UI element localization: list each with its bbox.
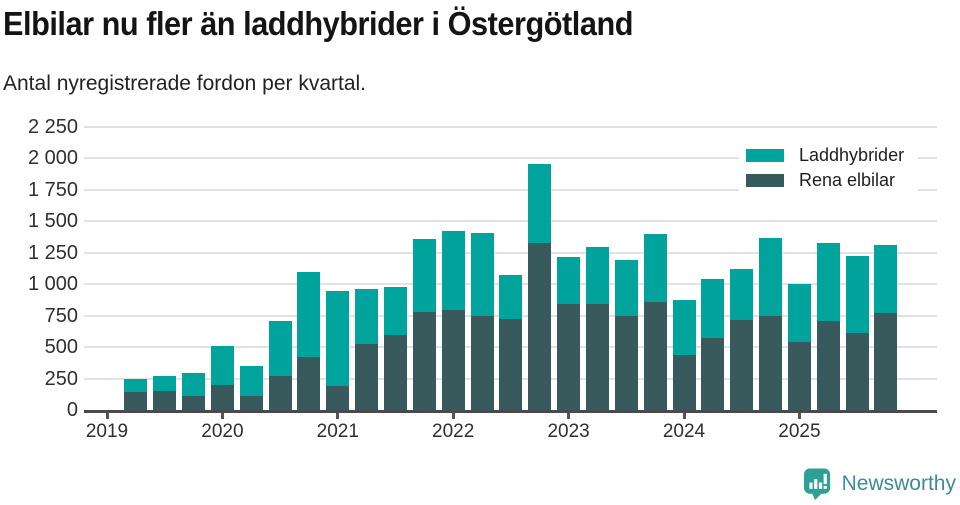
bar-2020-Q3-laddhybrider [268,320,292,377]
bar-2025-Q2-laddhybrider [816,242,840,322]
y-tick-label: 1 000 [27,273,78,296]
y-tick-label: 0 [66,399,78,421]
bar-2023-Q4-rena-elbilar [643,301,667,410]
x-tick-label-2022: 2022 [432,421,475,442]
bar-2024-Q2-laddhybrider [701,278,725,338]
bar-2019-Q3-laddhybrider [153,376,177,392]
bar-2023-Q2-rena-elbilar [585,303,609,410]
bar-2024-Q4-laddhybrider [759,238,783,316]
bar-2025-Q1-rena-elbilar [787,342,811,410]
bar-2023-Q3-laddhybrider [614,260,638,316]
bar-2022-Q1-laddhybrider [441,230,465,310]
gridline-2250 [84,126,937,128]
bar-2019-Q4-laddhybrider [182,372,206,396]
x-tick-label-2024: 2024 [662,421,706,442]
bar-2019-Q2-rena-elbilar [124,392,148,410]
legend-label-rena-elbilar: Rena elbilar [799,170,896,190]
bar-2021-Q4-rena-elbilar [412,311,436,410]
bar-2020-Q4-rena-elbilar [297,356,321,410]
bar-2022-Q1-rena-elbilar [441,310,465,410]
bar-2025-Q4-rena-elbilar [874,313,898,410]
y-tick-label: 250 [44,367,78,390]
bar-2025-Q1-laddhybrider [787,283,811,343]
bar-2021-Q4-laddhybrider [412,238,436,312]
bar-2023-Q1-rena-elbilar [557,303,581,410]
x-tick-label-2023: 2023 [547,421,590,442]
bar-2023-Q3-rena-elbilar [614,315,638,410]
y-tick-label: 2 250 [27,116,78,138]
legend-swatch-laddhybrider [746,149,784,162]
x-tick-label-2025: 2025 [778,421,821,442]
bar-2022-Q2-rena-elbilar [470,315,494,410]
y-tick-label: 2 000 [27,147,78,170]
bar-2024-Q1-rena-elbilar [672,355,696,410]
bar-2025-Q2-rena-elbilar [816,321,840,410]
gridline-2000 [84,157,937,160]
bar-2020-Q2-laddhybrider [239,365,263,396]
legend-item-laddhybrider: Laddhybrider [746,145,904,166]
gridline-1500 [84,220,937,223]
x-tick-2025 [797,413,801,419]
brand-name: Newsworthy [841,472,956,495]
x-tick-label-2021: 2021 [316,421,359,442]
newsworthy-logo-icon [803,468,830,500]
bar-2020-Q3-rena-elbilar [268,376,292,410]
y-tick-label: 500 [44,336,78,359]
x-tick-2021 [336,413,340,419]
bar-2024-Q4-rena-elbilar [759,315,783,410]
y-tick-label: 1 250 [27,241,78,264]
bar-2022-Q3-laddhybrider [499,275,523,319]
legend-item-rena-elbilar: Rena elbilar [746,170,904,191]
x-tick-2024 [682,413,686,419]
bar-2023-Q2-laddhybrider [585,247,609,304]
x-tick-2023 [567,413,571,419]
x-tick-2019 [105,413,109,419]
bar-2023-Q1-laddhybrider [557,256,581,304]
bar-2021-Q3-laddhybrider [384,286,407,335]
bar-2021-Q1-rena-elbilar [326,386,350,410]
bar-2021-Q2-rena-elbilar [355,343,379,410]
bar-2024-Q3-rena-elbilar [730,320,754,410]
page-subtitle: Antal nyregistrerade fordon per kvartal. [3,72,367,95]
bar-2022-Q2-laddhybrider [470,233,494,316]
bar-2024-Q3-laddhybrider [730,268,754,321]
bar-2025-Q3-laddhybrider [845,255,869,334]
bar-2025-Q4-laddhybrider [874,244,898,314]
page-title: Elbilar nu fler än laddhybrider i Österg… [3,5,634,42]
bar-2020-Q1-rena-elbilar [210,385,234,410]
bar-2024-Q2-rena-elbilar [701,337,725,410]
bar-2020-Q1-laddhybrider [210,346,234,386]
bar-2023-Q4-laddhybrider [643,233,667,302]
y-tick-label: 750 [44,304,78,327]
x-tick-2022 [451,413,455,419]
bar-2020-Q2-rena-elbilar [239,395,263,410]
bar-2019-Q4-rena-elbilar [182,395,206,410]
legend-label-laddhybrider: Laddhybrider [799,145,905,165]
x-tick-label-2020: 2020 [201,421,244,442]
gridline-1750 [84,188,937,191]
bar-2020-Q4-laddhybrider [297,272,321,357]
bar-2025-Q3-rena-elbilar [845,333,869,410]
x-tick-label-2019: 2019 [85,421,129,442]
brand-footer: Newsworthy [803,467,956,501]
legend-swatch-rena-elbilar [746,174,784,187]
bar-2022-Q4-laddhybrider [528,164,552,243]
x-tick-2020 [220,413,224,419]
bar-2022-Q3-rena-elbilar [499,318,523,410]
y-tick-label: 1 750 [27,178,78,201]
bar-2019-Q2-laddhybrider [124,378,148,393]
bar-2021-Q1-laddhybrider [326,290,350,387]
bar-2021-Q2-laddhybrider [355,288,379,344]
legend: Laddhybrider Rena elbilar [739,138,919,200]
bar-2021-Q3-rena-elbilar [384,334,407,410]
bar-2022-Q4-rena-elbilar [528,242,552,410]
bar-2024-Q1-laddhybrider [672,299,696,356]
x-axis-line [84,410,937,413]
y-tick-label: 1 500 [27,210,78,233]
gridline-1250 [84,251,937,254]
bar-2019-Q3-rena-elbilar [153,391,177,410]
